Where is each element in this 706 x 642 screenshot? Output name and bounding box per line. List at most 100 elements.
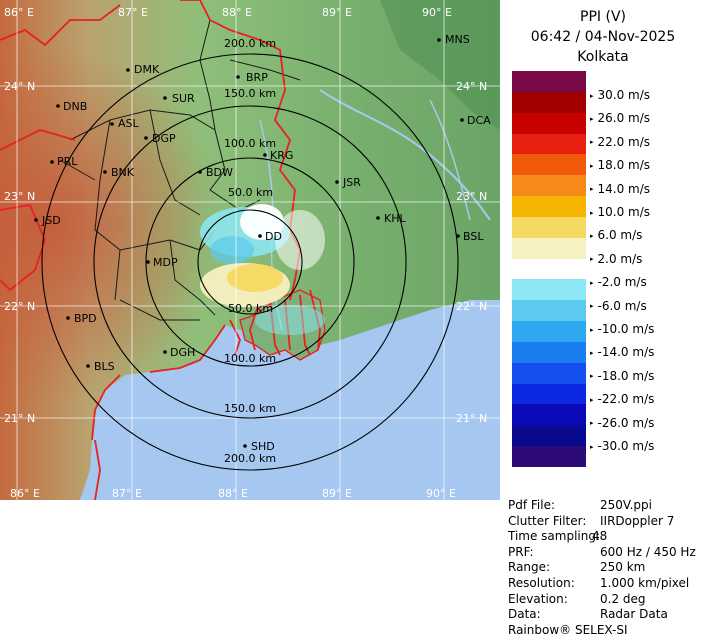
scale-color-segment [512, 279, 586, 301]
lat-label-right: 23° N [456, 190, 487, 203]
footer-credit: Rainbow® SELEX-SI [508, 623, 706, 639]
echo-yellow [227, 264, 283, 292]
scale-label: -2.0 m/s [590, 275, 647, 290]
info-key: Clutter Filter: [508, 513, 587, 528]
scale-color-segment [512, 300, 586, 322]
scale-color-segment [512, 133, 586, 155]
footer-text: Rainbow® SELEX-SI [508, 622, 628, 637]
scale-label: 26.0 m/s [590, 111, 651, 126]
scale-label: 22.0 m/s [590, 135, 651, 150]
lon-label-top: 86° E [4, 6, 34, 19]
scale-color-segment [512, 154, 586, 176]
info-row: Data: Radar Data [508, 607, 706, 623]
info-row: Resolution: 1.000 km/pixel [508, 576, 706, 592]
lon-label-top: 90° E [422, 6, 452, 19]
scale-label: 30.0 m/s [590, 88, 651, 103]
scale-label: -26.0 m/s [590, 416, 655, 431]
ring-label-200-south: 200.0 km [224, 452, 276, 465]
city-label: DD [265, 230, 282, 243]
radar-map[interactable]: 200.0 km 150.0 km 100.0 km 50.0 km 50.0 … [0, 0, 500, 500]
city-label: JSR [342, 176, 361, 189]
scale-color-segment [512, 237, 586, 260]
north-green [380, 0, 500, 130]
city-label: DCA [467, 114, 491, 127]
city-label: ASL [118, 117, 140, 130]
echo-scatter [275, 210, 325, 270]
city-label: DMK [134, 63, 160, 76]
city-label: BNK [111, 166, 135, 179]
lon-label-bottom: 90° E [426, 487, 456, 500]
radar-echoes[interactable] [200, 204, 325, 335]
info-key: Data: [508, 607, 541, 622]
info-row: Range: 250 km [508, 560, 706, 576]
scale-color-segment [512, 362, 586, 385]
city-label: PRL [57, 155, 78, 168]
city-label: BRP [246, 71, 268, 84]
lat-label-left: 24° N [4, 80, 35, 93]
lon-label-bottom: 88° E [218, 487, 248, 500]
radar-info: Pdf File: 250V.ppi Clutter Filter: IIRDopp… [508, 498, 706, 638]
city-label: MDP [153, 256, 178, 269]
echo-cyan-inner [210, 236, 254, 264]
river [319, 89, 491, 221]
lat-label-left: 23° N [4, 190, 35, 203]
city-label: DGP [152, 132, 176, 145]
info-value: 0.2 deg [600, 591, 646, 606]
city-label: MNS [445, 33, 470, 46]
scale-color-segment [512, 404, 586, 426]
info-value: 48 [592, 529, 608, 544]
scale-label: -18.0 m/s [590, 369, 655, 384]
ring-label-150-north: 150.0 km [224, 87, 276, 100]
datetime-title: 06:42 / 04-Nov-2025 [530, 29, 676, 45]
ring-label-100-north: 100.0 km [224, 137, 276, 150]
info-key: PRF: [508, 544, 534, 559]
info-key: Pdf File: [508, 498, 556, 512]
info-key: Range: [508, 560, 551, 575]
district-borders [59, 19, 301, 321]
info-row: Clutter Filter: IIRDoppler 7 [508, 514, 706, 530]
velocity-color-scale [512, 71, 586, 468]
info-value: 250V.ppi [600, 498, 652, 512]
info-key: Time sampling: [508, 529, 601, 544]
scale-label: 14.0 m/s [590, 182, 651, 197]
city-label: BSL [463, 230, 484, 243]
lat-label-right: 21° N [456, 412, 487, 425]
city-label: BPD [74, 312, 97, 325]
scale-color-segment [512, 446, 586, 468]
echo-white [240, 204, 284, 240]
scale-color-segment [512, 341, 586, 364]
city-label: BLS [94, 360, 115, 373]
scale-label: 18.0 m/s [590, 158, 651, 173]
lat-label-left: 21° N [4, 412, 35, 425]
scale-color-segment [512, 175, 586, 197]
lon-label-bottom: 89° E [322, 487, 352, 500]
echo-blue-south [255, 305, 325, 335]
ring-label-200-north: 200.0 km [224, 37, 276, 50]
info-value: Radar Data [600, 607, 668, 622]
ring-label-100-south: 100.0 km [224, 352, 276, 365]
city-label: DNB [63, 100, 87, 113]
city-label: KHL [384, 212, 406, 225]
info-key: Resolution: [508, 575, 575, 590]
city-label: JSD [41, 214, 61, 227]
info-value: 250 km [600, 560, 646, 575]
scale-label: -10.0 m/s [590, 322, 655, 337]
scale-label: -30.0 m/s [590, 439, 655, 454]
info-key: Elevation: [508, 591, 568, 606]
scale-color-segment [512, 196, 586, 218]
scale-color-segment [512, 321, 586, 343]
lon-label-top: 88° E [222, 6, 252, 19]
scale-label: -14.0 m/s [590, 345, 655, 360]
scale-label: 6.0 m/s [590, 228, 643, 243]
lat-label-left: 22° N [4, 300, 35, 313]
info-row: Pdf File: 250V.ppi [508, 498, 706, 514]
ring-label-150-south: 150.0 km [224, 402, 276, 415]
lon-label-bottom: 87° E [112, 487, 142, 500]
international-border [0, 0, 321, 500]
station-title: Kolkata [577, 49, 629, 65]
info-row: PRF: 600 Hz / 450 Hz [508, 545, 706, 561]
range-rings [41, 53, 459, 471]
scale-color-segment [512, 216, 586, 239]
city-label: KRG [270, 149, 293, 162]
scale-color-segment [512, 91, 586, 114]
